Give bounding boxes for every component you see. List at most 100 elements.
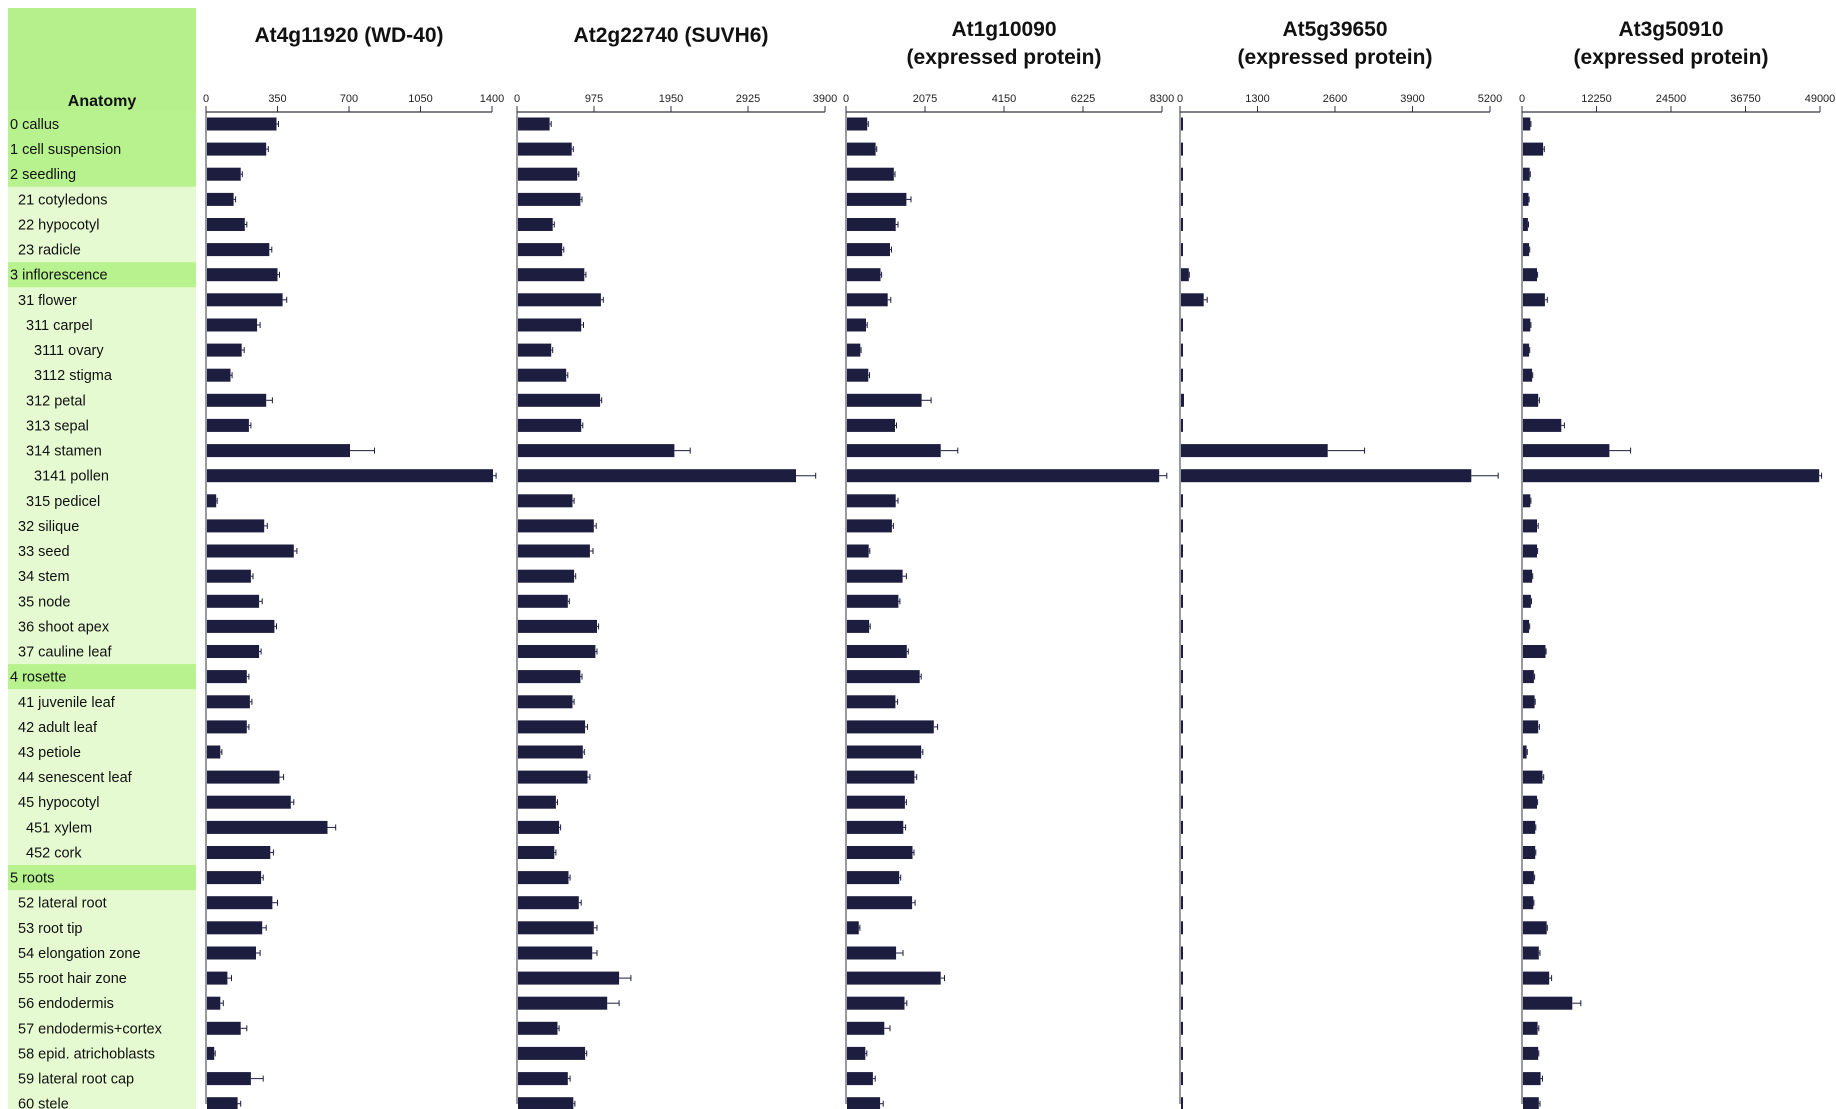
bar <box>207 996 221 1010</box>
anatomy-row-bg <box>8 488 196 514</box>
anatomy-row-bg <box>8 237 196 263</box>
bar <box>1181 720 1183 734</box>
anatomy-label: 21 cotyledons <box>18 192 107 208</box>
bar <box>1181 846 1183 859</box>
bar <box>207 619 275 633</box>
bar <box>847 946 897 960</box>
tick-label: 12250 <box>1581 93 1612 105</box>
anatomy-label: 452 cork <box>26 846 82 862</box>
anatomy-label: 58 epid. atrichoblasts <box>18 1046 155 1062</box>
anatomy-column: Anatomy 0 callus 1 cell suspension 2 seedl… <box>8 8 196 1109</box>
bar <box>518 293 601 307</box>
anatomy-label: 43 petiole <box>18 745 81 761</box>
bar <box>207 1072 251 1086</box>
bar <box>518 368 567 382</box>
anatomy-row-bg <box>8 161 196 188</box>
bar <box>518 720 586 734</box>
bar <box>847 192 907 206</box>
bar <box>1181 645 1183 658</box>
bar <box>518 569 575 583</box>
panel-at1g10090: At1g10090 (expressed protein) 0 2075 4150 622… <box>843 18 1174 1109</box>
bar <box>1523 645 1546 658</box>
tick-label: 2925 <box>736 93 760 105</box>
bar <box>1523 996 1573 1010</box>
bar <box>1523 218 1528 231</box>
tick-label: 350 <box>268 93 286 105</box>
anatomy-label: 52 lateral root <box>18 896 107 912</box>
bar <box>1523 318 1531 332</box>
anatomy-row-bg <box>8 1066 196 1092</box>
bar <box>1181 670 1183 684</box>
anatomy-label: 4 rosette <box>10 670 66 686</box>
bar <box>1181 167 1183 181</box>
bar <box>518 871 569 885</box>
tick-label: 975 <box>585 93 603 105</box>
bar <box>518 318 582 332</box>
bar <box>847 645 907 658</box>
tick-label: 24500 <box>1656 93 1687 105</box>
anatomy-row-bg <box>8 588 196 615</box>
panel-at2g22740: At2g22740 (SUVH6) 0 975 1950 2925 3900 <box>514 24 837 1109</box>
panel-at3g50910: At3g50910 (expressed protein) 0 12250 24500 3… <box>1519 18 1835 1109</box>
bar <box>847 393 922 407</box>
anatomy-row-bg <box>8 287 196 313</box>
tick-label: 36750 <box>1730 93 1761 105</box>
anatomy-label: 1 cell suspension <box>10 142 121 158</box>
anatomy-row-bg <box>8 865 196 891</box>
bar <box>207 293 283 307</box>
anatomy-label: 57 endodermis+cortex <box>18 1021 163 1037</box>
anatomy-row-bg <box>8 764 196 791</box>
anatomy-label: 23 radicle <box>18 243 81 259</box>
tick-label: 1300 <box>1245 93 1269 105</box>
anatomy-row-bg <box>8 186 196 213</box>
bar <box>207 218 245 231</box>
bar <box>1181 695 1183 709</box>
bar <box>518 469 796 483</box>
anatomy-row-bg <box>8 438 196 464</box>
bar <box>1523 896 1534 910</box>
anatomy-row-bg <box>8 915 196 941</box>
bar <box>518 695 573 709</box>
bar <box>1181 268 1189 282</box>
bar <box>518 896 579 910</box>
bar <box>1523 167 1530 181</box>
anatomy-label: 312 petal <box>26 393 86 409</box>
anatomy-row-bg <box>8 513 196 540</box>
bar <box>207 971 228 985</box>
bar <box>1523 846 1536 859</box>
bar <box>1181 192 1183 206</box>
bar <box>207 871 262 885</box>
bar <box>207 117 277 131</box>
anatomy-row-bg <box>8 111 196 138</box>
bar <box>1523 444 1610 458</box>
bar <box>1523 795 1537 809</box>
anatomy-row-bg <box>8 965 196 992</box>
bar <box>847 619 870 633</box>
bar <box>847 268 881 282</box>
bar <box>1523 695 1535 709</box>
bar <box>847 218 896 231</box>
tick-label: 3900 <box>813 93 837 105</box>
bar <box>1181 469 1472 483</box>
anatomy-row-bg <box>8 337 196 364</box>
bar <box>847 795 905 809</box>
bar <box>847 142 876 156</box>
anatomy-label: 37 cauline leaf <box>18 645 112 661</box>
bar <box>847 971 941 985</box>
anatomy-label: 55 root hair zone <box>18 971 127 987</box>
bar <box>207 544 294 558</box>
bar <box>1181 243 1183 257</box>
anatomy-row-bg <box>8 262 196 288</box>
bar <box>1181 594 1183 608</box>
bar <box>847 469 1160 483</box>
bar <box>207 167 241 181</box>
bar <box>207 946 256 960</box>
bar <box>1181 444 1328 458</box>
anatomy-label: 313 sepal <box>26 418 89 434</box>
bar <box>518 192 581 206</box>
anatomy-row-bg <box>8 814 196 841</box>
bar <box>207 1097 238 1109</box>
bar <box>1523 469 1820 483</box>
anatomy-row-bg <box>8 136 196 163</box>
bar <box>1523 117 1531 131</box>
